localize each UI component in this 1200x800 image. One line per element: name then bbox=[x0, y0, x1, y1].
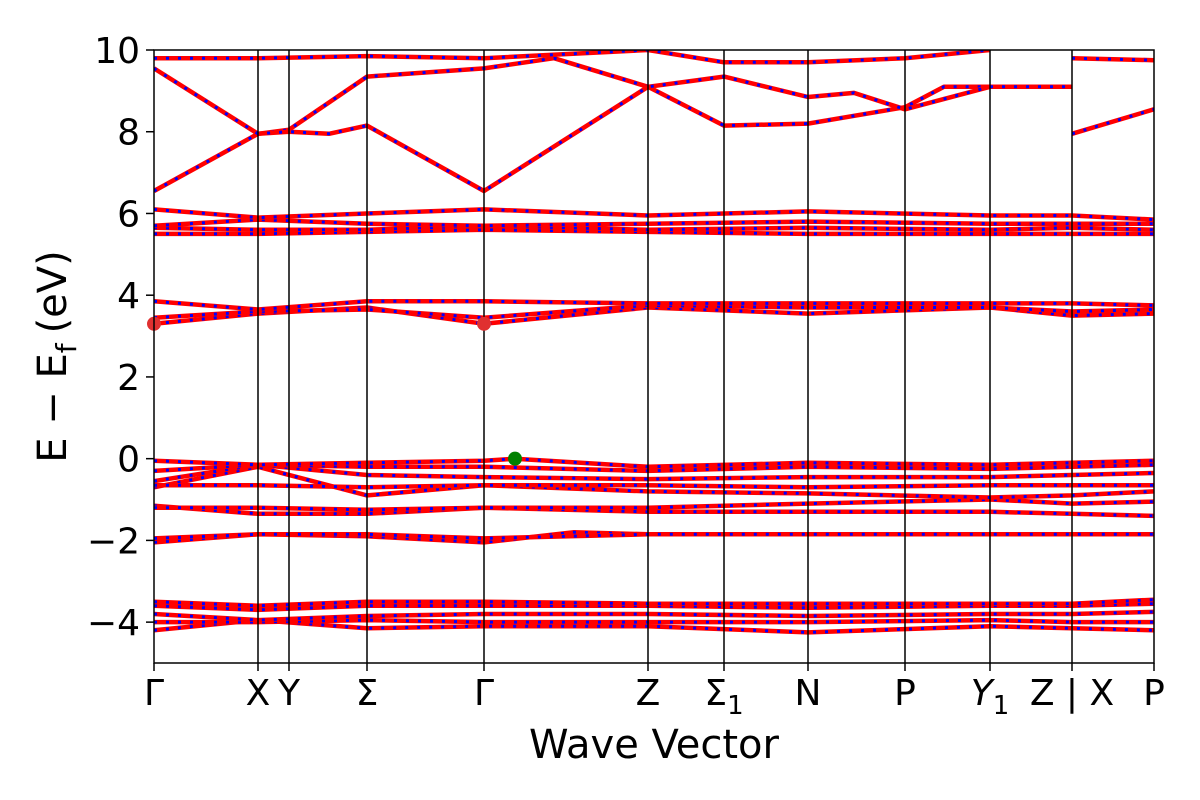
y-tick-label: 8 bbox=[117, 113, 140, 154]
band-overlay-25 bbox=[1071, 107, 1154, 136]
x-tick-label-5: Γ bbox=[474, 673, 494, 714]
vbm-marker bbox=[508, 451, 522, 466]
x-tick-label-7: Σ1 bbox=[704, 673, 743, 721]
band-overlay-14 bbox=[154, 457, 1154, 469]
band-line-14 bbox=[154, 456, 1154, 470]
band-overlay-26 bbox=[1071, 56, 1154, 62]
y-axis-title-main: E − E bbox=[30, 353, 76, 463]
x-tick-label-3: Y bbox=[277, 673, 301, 714]
y-axis: −4 −2 0 2 4 6 8 10 bbox=[87, 31, 154, 644]
cbm-marker-2 bbox=[477, 316, 491, 331]
x-tick-label-8: N bbox=[795, 673, 822, 714]
y-tick-label: 2 bbox=[117, 358, 140, 399]
band-line-23 bbox=[154, 66, 1072, 194]
band-line-22 bbox=[154, 55, 1072, 193]
x-axis-title: Wave Vector bbox=[529, 722, 780, 768]
y-axis-title-sub: f bbox=[50, 342, 83, 353]
band-line-20 bbox=[154, 217, 1154, 228]
y-tick-label: 4 bbox=[117, 276, 140, 317]
x-tick-label-12: P bbox=[1143, 673, 1165, 714]
x-tick-label-1: Γ bbox=[144, 673, 164, 714]
y-tick-label: −4 bbox=[87, 603, 140, 644]
band-line-9 bbox=[154, 497, 1154, 513]
band-line-5 bbox=[154, 597, 1154, 609]
x-tick-label-10: Y1 bbox=[971, 673, 1010, 721]
y-tick-label: 6 bbox=[117, 194, 140, 235]
x-axis: Γ X Y Σ Γ Z Σ1 N P Y1 Z | X P bbox=[144, 663, 1165, 721]
y-axis-title-unit: (eV) bbox=[30, 250, 76, 333]
bands-layer bbox=[154, 50, 1154, 635]
x-tick-label-4: Σ bbox=[356, 673, 379, 714]
band-line-11 bbox=[154, 482, 1154, 490]
y-tick-label: 0 bbox=[117, 440, 140, 481]
y-axis-title: E − Ef (eV) bbox=[30, 250, 83, 463]
band-line-19 bbox=[154, 223, 1154, 233]
x-tick-label-11: Z | X bbox=[1030, 673, 1114, 714]
band-line-21 bbox=[154, 207, 1154, 222]
y-tick-label: −2 bbox=[87, 521, 140, 562]
x-tick-label-2: X bbox=[246, 673, 271, 714]
x-tick-label-9: P bbox=[894, 673, 916, 714]
extrema-markers-layer bbox=[147, 316, 522, 466]
plot-frame bbox=[153, 49, 1155, 664]
band-line-7 bbox=[154, 532, 1154, 541]
x-tick-label-6: Z bbox=[636, 673, 661, 714]
band-line-24 bbox=[154, 50, 991, 65]
y-tick-label: 10 bbox=[94, 31, 140, 72]
kpoint-lines-layer bbox=[257, 50, 1073, 663]
